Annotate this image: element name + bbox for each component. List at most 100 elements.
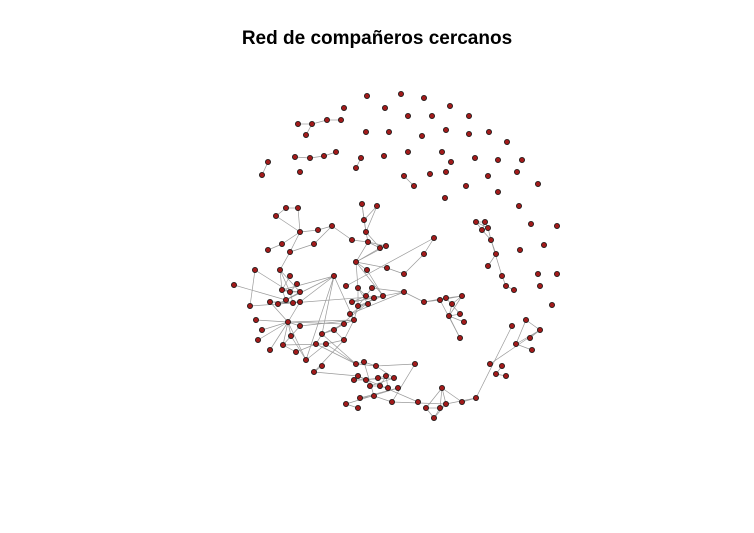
node: [465, 113, 472, 120]
node: [414, 398, 421, 405]
node: [342, 282, 349, 289]
node: [376, 382, 383, 389]
node: [502, 372, 509, 379]
node: [294, 204, 301, 211]
node: [484, 172, 491, 179]
node: [302, 131, 309, 138]
node: [471, 154, 478, 161]
node: [278, 240, 285, 247]
node: [363, 266, 370, 273]
node: [487, 236, 494, 243]
node: [348, 298, 355, 305]
node: [430, 234, 437, 241]
edge: [295, 343, 317, 353]
edge: [345, 237, 435, 287]
plot-title: Red de compañeros cercanos: [241, 28, 513, 49]
edge: [363, 361, 375, 397]
edge: [305, 275, 335, 361]
node: [441, 194, 448, 201]
node: [354, 372, 361, 379]
node: [293, 280, 300, 287]
edge: [475, 325, 513, 399]
node: [458, 398, 465, 405]
edge: [325, 343, 357, 365]
node: [456, 310, 463, 317]
edge: [367, 241, 387, 247]
node: [541, 241, 548, 248]
edge: [490, 239, 503, 277]
node: [296, 228, 303, 235]
node: [445, 312, 452, 319]
node: [418, 132, 425, 139]
edge: [287, 321, 307, 361]
node: [442, 400, 449, 407]
node: [258, 171, 265, 178]
node: [352, 164, 359, 171]
node: [246, 302, 253, 309]
edge: [287, 301, 301, 323]
node: [296, 322, 303, 329]
edge: [287, 319, 355, 323]
edge: [439, 299, 461, 339]
node: [527, 334, 534, 341]
node: [230, 281, 237, 288]
node: [430, 414, 437, 421]
node: [364, 300, 371, 307]
node: [458, 292, 465, 299]
node: [420, 250, 427, 257]
node: [400, 288, 407, 295]
edge: [290, 335, 307, 361]
node: [354, 284, 361, 291]
node: [306, 154, 313, 161]
edge: [351, 291, 405, 303]
edge: [281, 275, 335, 291]
node: [266, 346, 273, 353]
node: [422, 404, 429, 411]
node: [472, 394, 479, 401]
node: [279, 341, 286, 348]
edge: [261, 321, 289, 331]
node: [320, 152, 327, 159]
node: [498, 272, 505, 279]
node: [481, 218, 488, 225]
node: [472, 218, 479, 225]
node: [328, 222, 335, 229]
node: [410, 182, 417, 189]
node: [486, 360, 493, 367]
node: [348, 236, 355, 243]
node: [517, 246, 524, 253]
node: [379, 292, 386, 299]
node: [276, 266, 283, 273]
node: [384, 384, 391, 391]
node: [404, 113, 411, 120]
node: [438, 384, 445, 391]
node: [447, 158, 454, 165]
node: [537, 326, 544, 333]
edge: [403, 253, 425, 275]
node: [382, 242, 389, 249]
node: [340, 105, 347, 112]
node: [282, 204, 289, 211]
node: [294, 121, 301, 128]
node: [368, 284, 375, 291]
node: [428, 113, 435, 120]
node: [356, 394, 363, 401]
node: [519, 156, 526, 163]
node: [296, 298, 303, 305]
edge: [355, 261, 359, 289]
edge: [233, 284, 287, 301]
node: [289, 299, 296, 306]
node: [360, 358, 367, 365]
node: [373, 202, 380, 209]
edge: [275, 215, 301, 233]
edge: [249, 269, 256, 307]
node: [362, 128, 369, 135]
node: [400, 270, 407, 277]
node: [340, 320, 347, 327]
node: [342, 400, 349, 407]
edge: [343, 319, 355, 341]
edge: [269, 321, 289, 351]
node: [462, 182, 469, 189]
node: [291, 153, 298, 160]
node: [420, 298, 427, 305]
